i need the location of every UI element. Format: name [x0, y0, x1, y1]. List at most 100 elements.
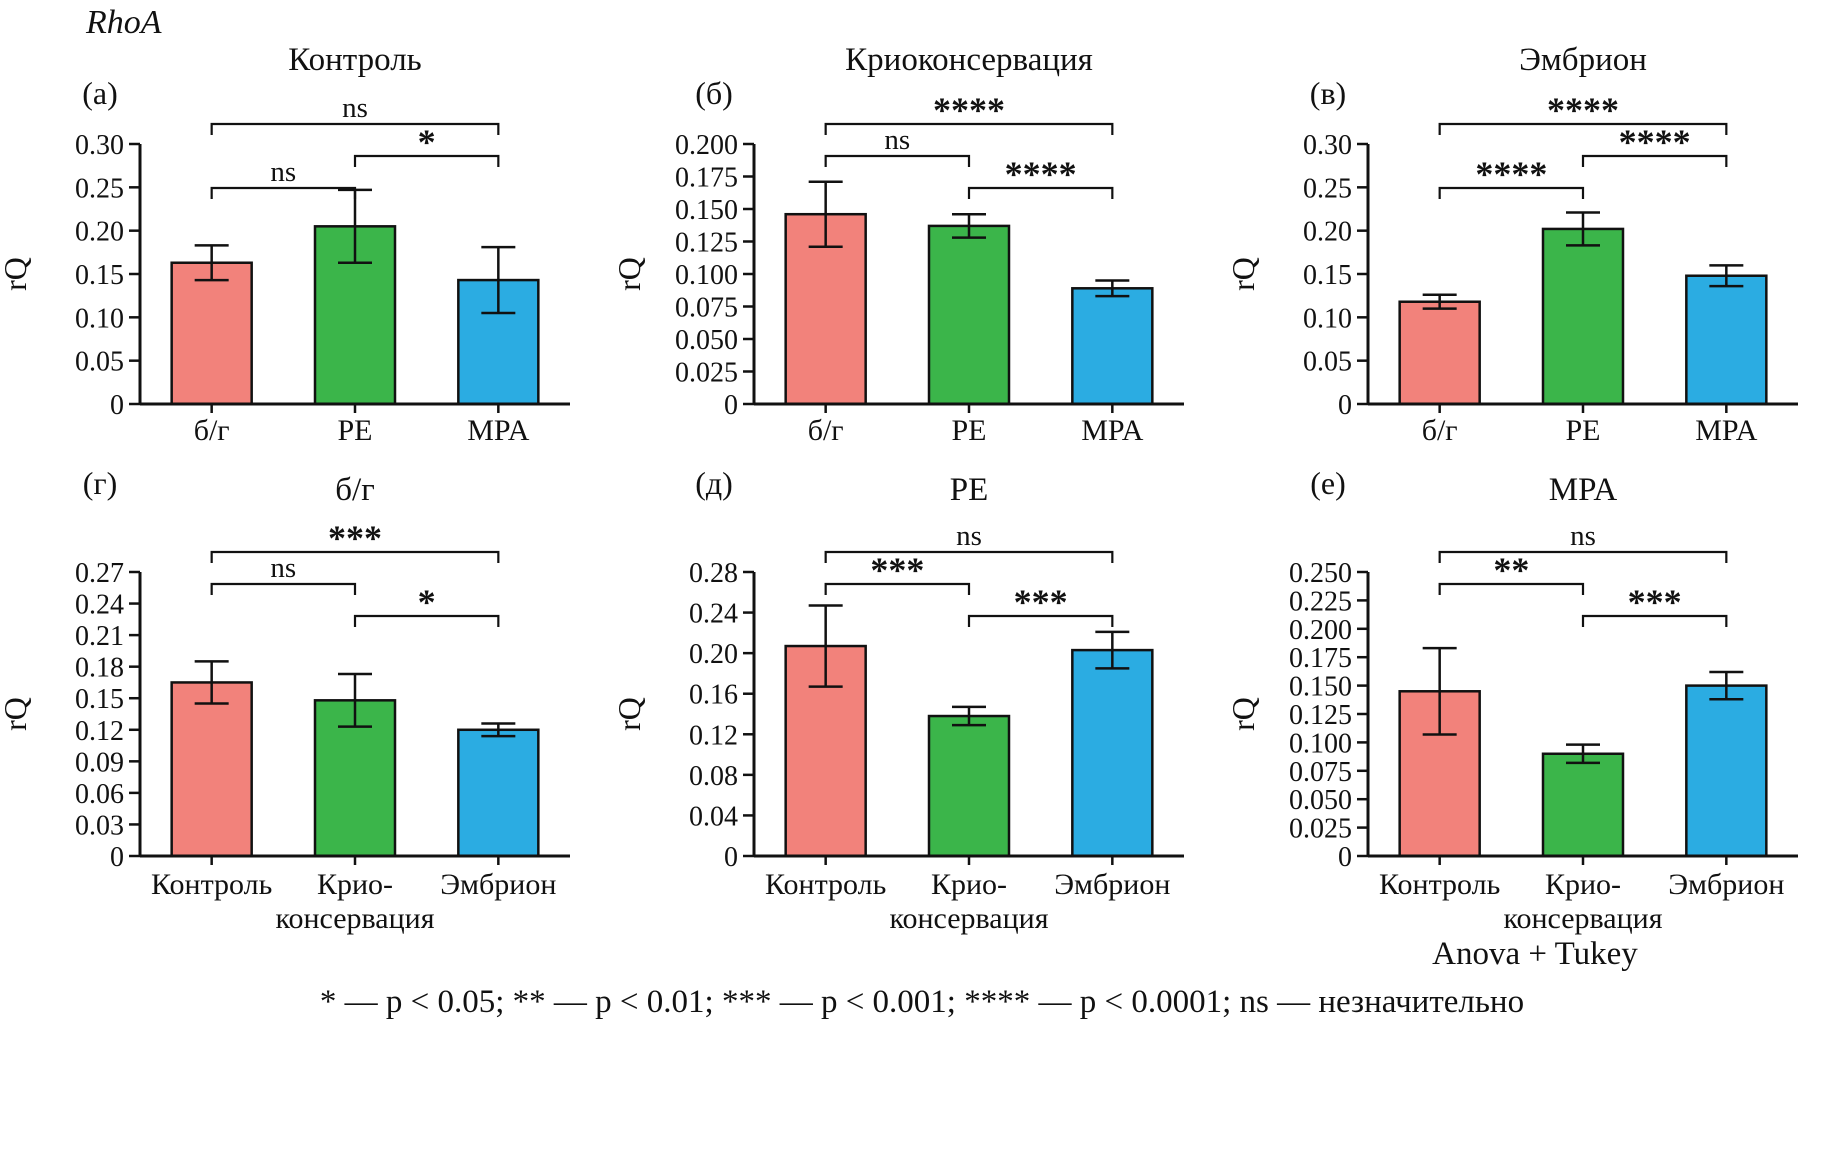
significance-bracket: [353, 614, 500, 627]
y-tick-label: 0.050: [1289, 785, 1352, 816]
x-category-label: Контроль: [1379, 868, 1500, 901]
bar: [1541, 227, 1625, 406]
y-tick-label: 0.24: [689, 599, 738, 630]
x-category-label: б/г: [194, 414, 230, 447]
significance-bracket: [824, 550, 1114, 563]
x-category-label: Крио-: [317, 868, 393, 901]
significance-bracket: [824, 582, 971, 595]
y-tick-label: 0: [1338, 842, 1352, 873]
significance-bracket: [210, 550, 500, 563]
y-tick-label: 0.15: [75, 684, 124, 715]
x-category-label: консервация: [889, 902, 1048, 935]
panel-a-control: Контроль (а) 0 0.05 0.10 0.15 0.20 0.25 0.30 rQ б/…: [0, 42, 570, 447]
significance-label: ***: [1628, 582, 1682, 622]
y-tick-label: 0.150: [675, 195, 738, 226]
significance-bracket: [967, 614, 1114, 627]
y-tick-label: 0.30: [75, 130, 124, 161]
significance-bracket: [824, 154, 971, 167]
significance-label: ****: [1547, 90, 1619, 130]
x-category-label: PE: [1565, 414, 1600, 447]
bar: [1398, 300, 1481, 406]
y-tick-label: 0.05: [1303, 347, 1352, 378]
y-tick-label: 0.15: [75, 260, 124, 291]
y-tick-label: 0.25: [75, 173, 124, 204]
bar: [1685, 274, 1768, 406]
y-tick-label: 0.100: [675, 260, 738, 291]
panel-letter: (а): [82, 75, 118, 111]
significance-label: ****: [1005, 154, 1077, 194]
y-tick-label: 0: [110, 842, 124, 873]
y-axis-label: rQ: [614, 257, 647, 291]
x-category-label: PE: [951, 414, 986, 447]
bar: [170, 681, 253, 858]
significance-bracket: [967, 186, 1114, 199]
y-tick-label: 0.16: [689, 680, 738, 711]
y-tick-label: 0: [724, 390, 738, 421]
panel-letter: (в): [1310, 75, 1346, 111]
panel-b-cryopreservation: Криоконсервация(б)00.0250.0500.0750.1000…: [614, 42, 1184, 447]
y-tick-label: 0.125: [1289, 700, 1352, 731]
y-tick-label: 0.175: [675, 163, 738, 194]
bar: [1685, 684, 1768, 858]
stats-method-label: Anova + Tukey: [1432, 936, 1638, 972]
panel-title: PE: [950, 472, 989, 508]
y-tick-label: 0.30: [1303, 130, 1352, 161]
panel-e-pe: PE (д) 0 0.04 0.08 0.12 0.16 0.20 0.24 0.28 rQ Конт…: [614, 465, 1184, 935]
panel-letter: (б): [695, 75, 733, 111]
significance-label: ns: [270, 552, 296, 584]
y-tick-label: 0.075: [1289, 757, 1352, 788]
y-axis-label: rQ: [614, 697, 647, 731]
significance-label: ns: [884, 124, 910, 156]
y-tick-label: 0: [724, 842, 738, 873]
y-tick-label: 0.03: [75, 810, 124, 841]
x-category-label: Контроль: [765, 868, 886, 901]
y-tick-label: 0.20: [1303, 217, 1352, 248]
panel-title: Криоконсервация: [845, 42, 1093, 78]
y-tick-label: 0: [1338, 390, 1352, 421]
y-tick-label: 0.025: [1289, 814, 1352, 845]
significance-label: **: [1493, 550, 1529, 590]
x-category-label: Контроль: [151, 868, 272, 901]
significance-label: ns: [270, 156, 296, 188]
x-category-label: Крио-: [1545, 868, 1621, 901]
significance-label: ****: [1619, 122, 1691, 162]
y-tick-label: 0.200: [1289, 615, 1352, 646]
x-category-label: б/г: [808, 414, 844, 447]
y-tick-label: 0.175: [1289, 643, 1352, 674]
bar: [170, 261, 253, 406]
panel-title: Контроль: [288, 42, 421, 78]
panels-grid: Контроль (а) 0 0.05 0.10 0.15 0.20 0.25 0.30 rQ б/…: [0, 36, 1842, 944]
significance-bracket: [1581, 614, 1728, 627]
significance-label: ns: [342, 92, 368, 124]
x-category-label: консервация: [1503, 902, 1662, 935]
significance-label: ***: [328, 518, 382, 558]
y-tick-label: 0.09: [75, 747, 124, 778]
significance-bracket: [824, 122, 1114, 135]
x-category-label: Крио-: [931, 868, 1007, 901]
y-tick-label: 0.10: [75, 303, 124, 334]
significance-label: ***: [870, 550, 924, 590]
panel-letter: (е): [1310, 465, 1346, 501]
y-tick-label: 0.04: [689, 801, 738, 832]
significance-label: ****: [1475, 154, 1547, 194]
bar: [1071, 287, 1154, 406]
significance-label: ****: [933, 90, 1005, 130]
panel-title: MPA: [1549, 472, 1618, 508]
bar: [1541, 752, 1625, 858]
y-tick-label: 0.25: [1303, 173, 1352, 204]
significance-bracket: [1438, 582, 1585, 595]
figure-title: RhoA: [86, 4, 162, 41]
significance-bracket: [210, 582, 357, 595]
y-tick-label: 0.24: [75, 590, 124, 621]
y-tick-label: 0.20: [75, 217, 124, 248]
y-tick-label: 0.06: [75, 779, 124, 810]
bar: [1071, 648, 1154, 858]
significance-legend: * — p < 0.05; ** — p < 0.01; *** — p < 0…: [319, 984, 1525, 1020]
y-tick-label: 0.075: [675, 293, 738, 324]
panel-title: Эмбрион: [1519, 42, 1647, 78]
y-tick-label: 0.150: [1289, 672, 1352, 703]
y-axis-label: rQ: [1228, 697, 1261, 731]
y-axis-label: rQ: [0, 697, 33, 731]
bar: [784, 212, 867, 406]
panel-c-embryo: Эмбрион (в) 0 0.05 0.10 0.15 0.20 0.25 0.30 rQ б/г…: [1228, 42, 1798, 447]
